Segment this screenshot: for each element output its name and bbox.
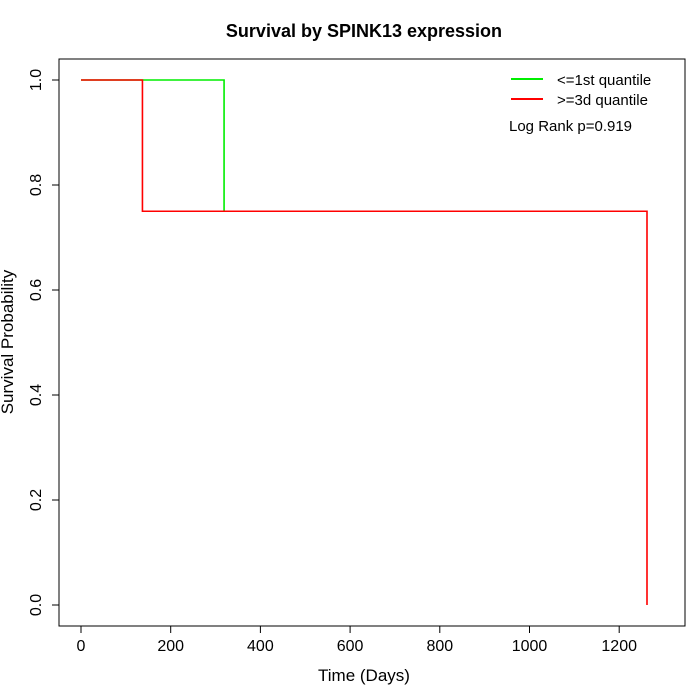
y-axis: 0.0 0.2 0.4 0.6 0.8 1.0: [28, 69, 60, 616]
series-line-green: [81, 79, 225, 212]
series-line-red: [81, 79, 648, 605]
x-tick-label: 1000: [512, 638, 548, 655]
x-tick-label: 1200: [601, 638, 637, 655]
series-layer: [81, 79, 648, 605]
legend-label-green: <=1st quantile: [557, 72, 651, 89]
y-tick-label: 0.0: [28, 594, 45, 616]
plot-frame: [58, 58, 686, 627]
y-tick-label: 0.8: [28, 174, 45, 196]
y-tick-label: 0.4: [28, 384, 45, 406]
y-axis-label: Survival Probability: [0, 269, 17, 414]
x-tick-label: 400: [247, 638, 274, 655]
legend: <=1st quantile >=3d quantile: [511, 72, 651, 109]
y-tick-label: 0.2: [28, 489, 45, 511]
x-tick-label: 800: [426, 638, 453, 655]
y-tick-label: 0.6: [28, 279, 45, 301]
x-tick-label: 200: [157, 638, 184, 655]
legend-label-red: >=3d quantile: [557, 92, 648, 109]
y-tick-label: 1.0: [28, 69, 45, 91]
x-tick-label: 600: [337, 638, 364, 655]
x-tick-label: 0: [77, 638, 86, 655]
x-axis: 0 200 400 600 800 1000 1200: [77, 625, 637, 655]
x-axis-label: Time (Days): [318, 666, 410, 685]
log-rank-annotation: Log Rank p=0.919: [509, 118, 632, 135]
chart-title: Survival by SPINK13 expression: [226, 21, 502, 41]
